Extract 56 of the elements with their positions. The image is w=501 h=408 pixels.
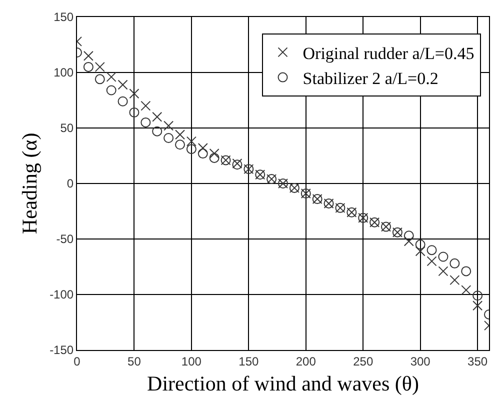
point [106,85,116,96]
point [198,142,208,153]
point [438,252,448,262]
point [152,126,162,136]
point [140,117,151,128]
y-axis-title: Heading (α) [18,132,42,234]
point [415,246,426,256]
x-tick-label: 200 [296,354,316,368]
x-tick-label: 50 [128,354,142,368]
point [415,240,426,250]
x-tick-label: 100 [181,354,202,368]
point [175,130,185,140]
point [118,96,128,106]
y-tick-label: 0 [66,176,74,191]
point [94,62,105,72]
point [438,266,448,276]
x-tick-label: 250 [353,354,374,368]
point [426,245,437,256]
point [129,107,140,118]
y-tick-label: 150 [54,10,74,24]
point [152,112,162,122]
legend-label: Stabilizer 2 a/L=0.2 [302,68,438,88]
point [164,132,174,143]
point [461,266,472,276]
point [118,80,128,90]
y-tick-label: -50 [56,232,74,246]
y-tick-label: -100 [50,288,74,302]
legend-label: Original rudder a/L=0.45 [302,44,474,63]
y-tick-label: 100 [54,66,74,80]
point [186,136,196,146]
point [209,152,220,163]
point [175,140,185,150]
point [106,72,116,82]
point [461,285,472,296]
point [404,236,414,246]
point [129,88,140,99]
point [450,275,460,286]
y-tick-label: -150 [50,343,74,358]
x-tick-label: 350 [468,354,488,368]
y-tick-label: 50 [60,121,74,136]
point [83,50,94,61]
x-tick-label: 300 [410,354,431,368]
point [426,256,437,266]
point [404,230,414,241]
point [198,148,208,159]
point [450,258,460,268]
point [472,290,483,301]
point [83,62,94,72]
point [186,144,196,154]
x-tick-label: 150 [238,354,259,368]
point [472,300,483,311]
point [94,74,105,84]
point [209,148,220,159]
point [164,120,174,131]
point [140,100,151,111]
x-axis-title: Direction of wind and waves (θ) [147,372,419,396]
